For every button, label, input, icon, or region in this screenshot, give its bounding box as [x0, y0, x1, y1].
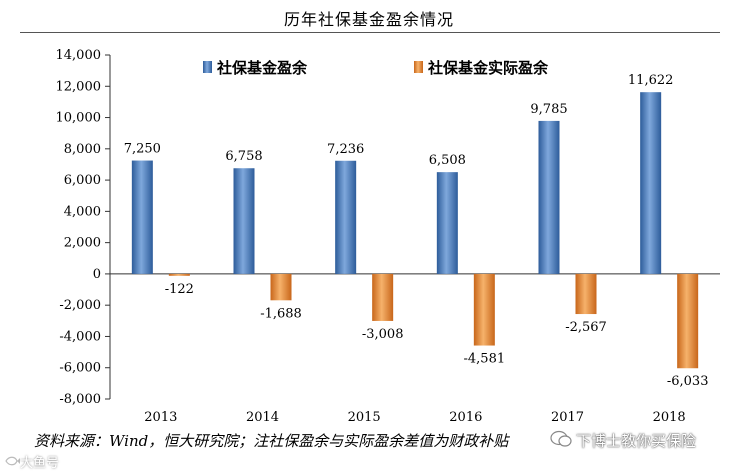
- x-tick-label: 2016: [449, 410, 482, 425]
- y-tick-label: 14,000: [56, 48, 102, 63]
- watermark-text: 下博士教你买保险: [576, 432, 697, 450]
- x-tick-label: 2014: [246, 410, 279, 425]
- y-tick-label: 12,000: [56, 79, 102, 94]
- bar-actual-surplus: [168, 273, 190, 276]
- data-label: 11,622: [628, 73, 674, 88]
- y-tick-label: -2,000: [59, 298, 101, 313]
- y-tick-label: -8,000: [59, 392, 101, 407]
- y-tick-label: 4,000: [64, 204, 101, 219]
- bar-actual-surplus: [270, 273, 292, 301]
- bar-actual-surplus: [372, 273, 394, 321]
- data-label: 9,785: [530, 102, 567, 117]
- data-label: -2,567: [565, 320, 607, 335]
- data-label: -122: [165, 282, 194, 297]
- y-tick-label: 10,000: [56, 111, 102, 126]
- data-label: 7,250: [124, 142, 161, 157]
- title-divider: [20, 32, 720, 33]
- fish-logo-icon: [5, 456, 20, 466]
- data-label: -3,008: [362, 327, 404, 342]
- y-tick-label: 0: [93, 267, 101, 282]
- legend-label: 社保基金实际盈余: [427, 59, 549, 77]
- bar-surplus: [640, 92, 662, 274]
- data-label: -1,688: [260, 306, 302, 321]
- bar-surplus: [436, 172, 458, 274]
- y-tick-label: 6,000: [64, 173, 101, 188]
- legend-swatch: [414, 61, 423, 73]
- bar-surplus: [131, 160, 153, 274]
- x-tick-label: 2013: [144, 410, 177, 425]
- data-label: 6,508: [429, 153, 466, 168]
- bar-surplus: [335, 160, 357, 274]
- bar-surplus: [233, 168, 255, 274]
- bar-actual-surplus: [575, 273, 597, 315]
- chart-title: 历年社保基金盈余情况: [283, 10, 454, 29]
- x-tick-label: 2018: [653, 410, 686, 425]
- x-tick-label: 2015: [348, 410, 381, 425]
- y-tick-label: -6,000: [59, 361, 101, 376]
- y-tick-label: -4,000: [59, 329, 101, 344]
- legend-label: 社保基金盈余: [216, 59, 308, 77]
- source-note: 资料来源：Wind，恒大研究院；注社保盈余与实际盈余差值为财政补贴: [34, 432, 509, 450]
- data-label: 6,758: [225, 149, 262, 164]
- watermark-secondary: 大鱼号: [20, 456, 60, 471]
- legend-swatch: [203, 61, 212, 73]
- bar-actual-surplus: [473, 273, 495, 346]
- y-tick-label: 2,000: [64, 236, 101, 251]
- data-label: -4,581: [464, 352, 506, 367]
- data-label: -6,033: [667, 374, 709, 389]
- data-label: 7,236: [327, 142, 364, 157]
- bar-surplus: [538, 120, 560, 274]
- bar-actual-surplus: [677, 273, 699, 369]
- chat-bubble-icon: [550, 430, 572, 447]
- y-tick-label: 8,000: [64, 142, 101, 157]
- x-tick-label: 2017: [551, 410, 584, 425]
